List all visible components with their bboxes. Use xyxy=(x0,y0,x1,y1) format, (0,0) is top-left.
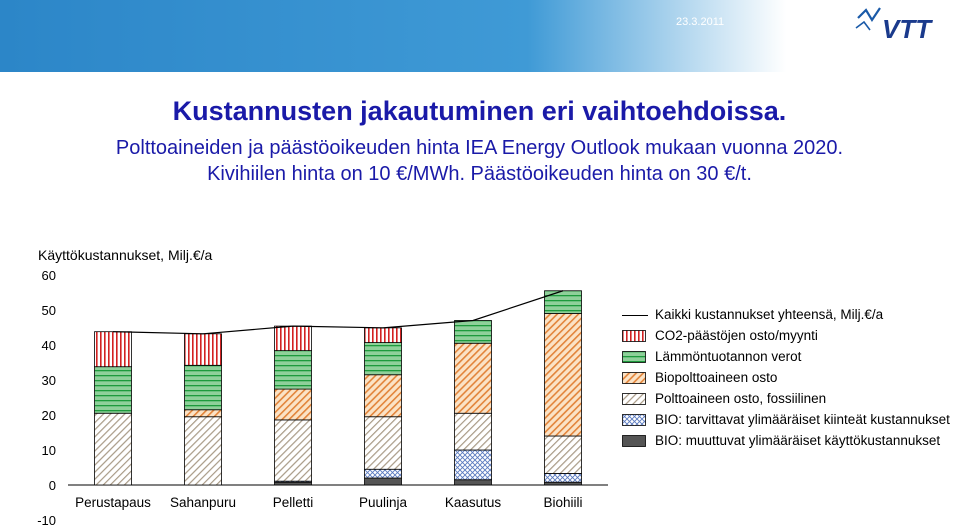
bar-segment-heat_tax xyxy=(364,342,402,376)
legend-item-bio-var: BIO: muuttuvat ylimääräiset käyttökustan… xyxy=(622,433,952,449)
legend-swatch-co2 xyxy=(622,330,646,342)
legend-item-fossil: Polttoaineen osto, fossiilinen xyxy=(622,391,952,407)
bar-segment-bio_fuel xyxy=(454,342,492,414)
legend-label-heat-tax: Lämmöntuotannon verot xyxy=(655,349,802,364)
legend-item-co2: CO2-päästöjen osto/myynti xyxy=(622,328,952,344)
logo-text: VTT xyxy=(882,14,933,44)
y-tick-label: 30 xyxy=(42,373,56,388)
total-cost-line xyxy=(112,290,564,335)
legend-swatch-bio-fuel xyxy=(622,372,646,384)
bar-segment-co2 xyxy=(364,327,402,343)
legend-swatch-bio-var xyxy=(622,435,646,447)
bar-segment-bio_fixed xyxy=(454,449,492,481)
x-tick-label: Perustapaus xyxy=(75,495,151,510)
legend-swatch-heat-tax xyxy=(622,351,646,363)
slide-subtitle-1: Polttoaineiden ja päästöoikeuden hinta I… xyxy=(115,137,844,159)
bar-segment-fossil xyxy=(544,435,582,474)
bar-segment-bio_fixed xyxy=(364,468,402,479)
bar-segment-heat_tax xyxy=(274,350,312,390)
chart-legend: Kaikki kustannukset yhteensä, Milj.€/a C… xyxy=(622,307,952,449)
legend-swatch-bio-fixed xyxy=(622,414,646,426)
legend-item-total: Kaikki kustannukset yhteensä, Milj.€/a xyxy=(622,307,952,323)
bar-segment-co2 xyxy=(184,333,222,366)
bar-segment-bio_fuel xyxy=(274,388,312,421)
bar-segment-fossil xyxy=(184,416,222,486)
bar-segment-heat_tax xyxy=(454,320,492,344)
y-axis-label: Käyttökustannukset, Milj.€/a xyxy=(38,247,213,263)
bar-segment-heat_tax xyxy=(94,366,132,414)
header-bar xyxy=(0,0,959,72)
legend-label-bio-fuel: Biopolttoaineen osto xyxy=(655,370,778,385)
x-tick-label: Sahanpuru xyxy=(170,495,236,510)
x-tick-label: Biohiili xyxy=(543,495,582,510)
bar-segment-heat_tax xyxy=(184,364,222,411)
bar-segment-bio_fuel xyxy=(364,374,402,418)
legend-label-bio-var: BIO: muuttuvat ylimääräiset käyttökustan… xyxy=(655,433,941,448)
bar-segment-bio_var xyxy=(454,479,492,486)
x-tick-label: Kaasutus xyxy=(445,495,502,510)
bar-segment-bio_fuel xyxy=(544,313,582,437)
bar-segment-bio_var xyxy=(364,477,402,486)
legend-item-bio-fuel: Biopolttoaineen osto xyxy=(622,370,952,386)
bar-segment-bio_fixed xyxy=(544,473,582,483)
vtt-logo: VTT xyxy=(855,7,933,44)
bar-segment-co2 xyxy=(94,331,132,368)
bar-segment-bio_var xyxy=(544,481,582,486)
legend-label-fossil: Polttoaineen osto, fossiilinen xyxy=(655,391,827,406)
legend-label-co2: CO2-päästöjen osto/myynti xyxy=(655,328,818,343)
legend-swatch-fossil xyxy=(622,393,646,405)
bar-segment-fossil xyxy=(274,419,312,482)
bar-segment-bio_fuel xyxy=(184,409,222,418)
bar-segment-heat_tax xyxy=(544,290,582,314)
y-tick-label: 60 xyxy=(42,268,56,283)
y-tick-label: 10 xyxy=(42,443,56,458)
slide-date: 23.3.2011 xyxy=(676,16,725,28)
legend-label-bio-fixed: BIO: tarvittavat ylimääräiset kiinteät k… xyxy=(655,412,950,427)
y-tick-label: -10 xyxy=(37,513,56,528)
slide-title: Kustannusten jakautuminen eri vaihtoehdo… xyxy=(172,96,787,126)
bar-segment-fossil xyxy=(364,416,402,470)
legend-item-heat-tax: Lämmöntuotannon verot xyxy=(622,349,952,365)
y-tick-label: 20 xyxy=(42,408,56,423)
bar-segment-bio_var xyxy=(274,481,312,486)
stacked-bar-chart: -10 0 10 20 30 40 50 60 Perustapaus Sahanpuru Pel… xyxy=(37,268,608,528)
bar-segment-fossil xyxy=(454,412,492,451)
legend-label-total: Kaikki kustannukset yhteensä, Milj.€/a xyxy=(655,307,884,322)
bar-segment-fossil xyxy=(94,412,132,486)
y-tick-label: 50 xyxy=(42,303,56,318)
bar-segment-co2 xyxy=(274,325,312,351)
y-tick-label: 0 xyxy=(49,478,56,493)
legend-item-bio-fixed: BIO: tarvittavat ylimääräiset kiinteät k… xyxy=(622,412,952,428)
y-tick-label: 40 xyxy=(42,338,56,353)
legend-swatch-total xyxy=(622,315,648,316)
x-tick-label: Puulinja xyxy=(359,495,408,510)
x-tick-label: Pelletti xyxy=(273,495,314,510)
page-number: 9 xyxy=(808,15,815,27)
slide-subtitle-2: Kivihiilen hinta on 10 €/MWh. Päästöoike… xyxy=(207,163,752,185)
